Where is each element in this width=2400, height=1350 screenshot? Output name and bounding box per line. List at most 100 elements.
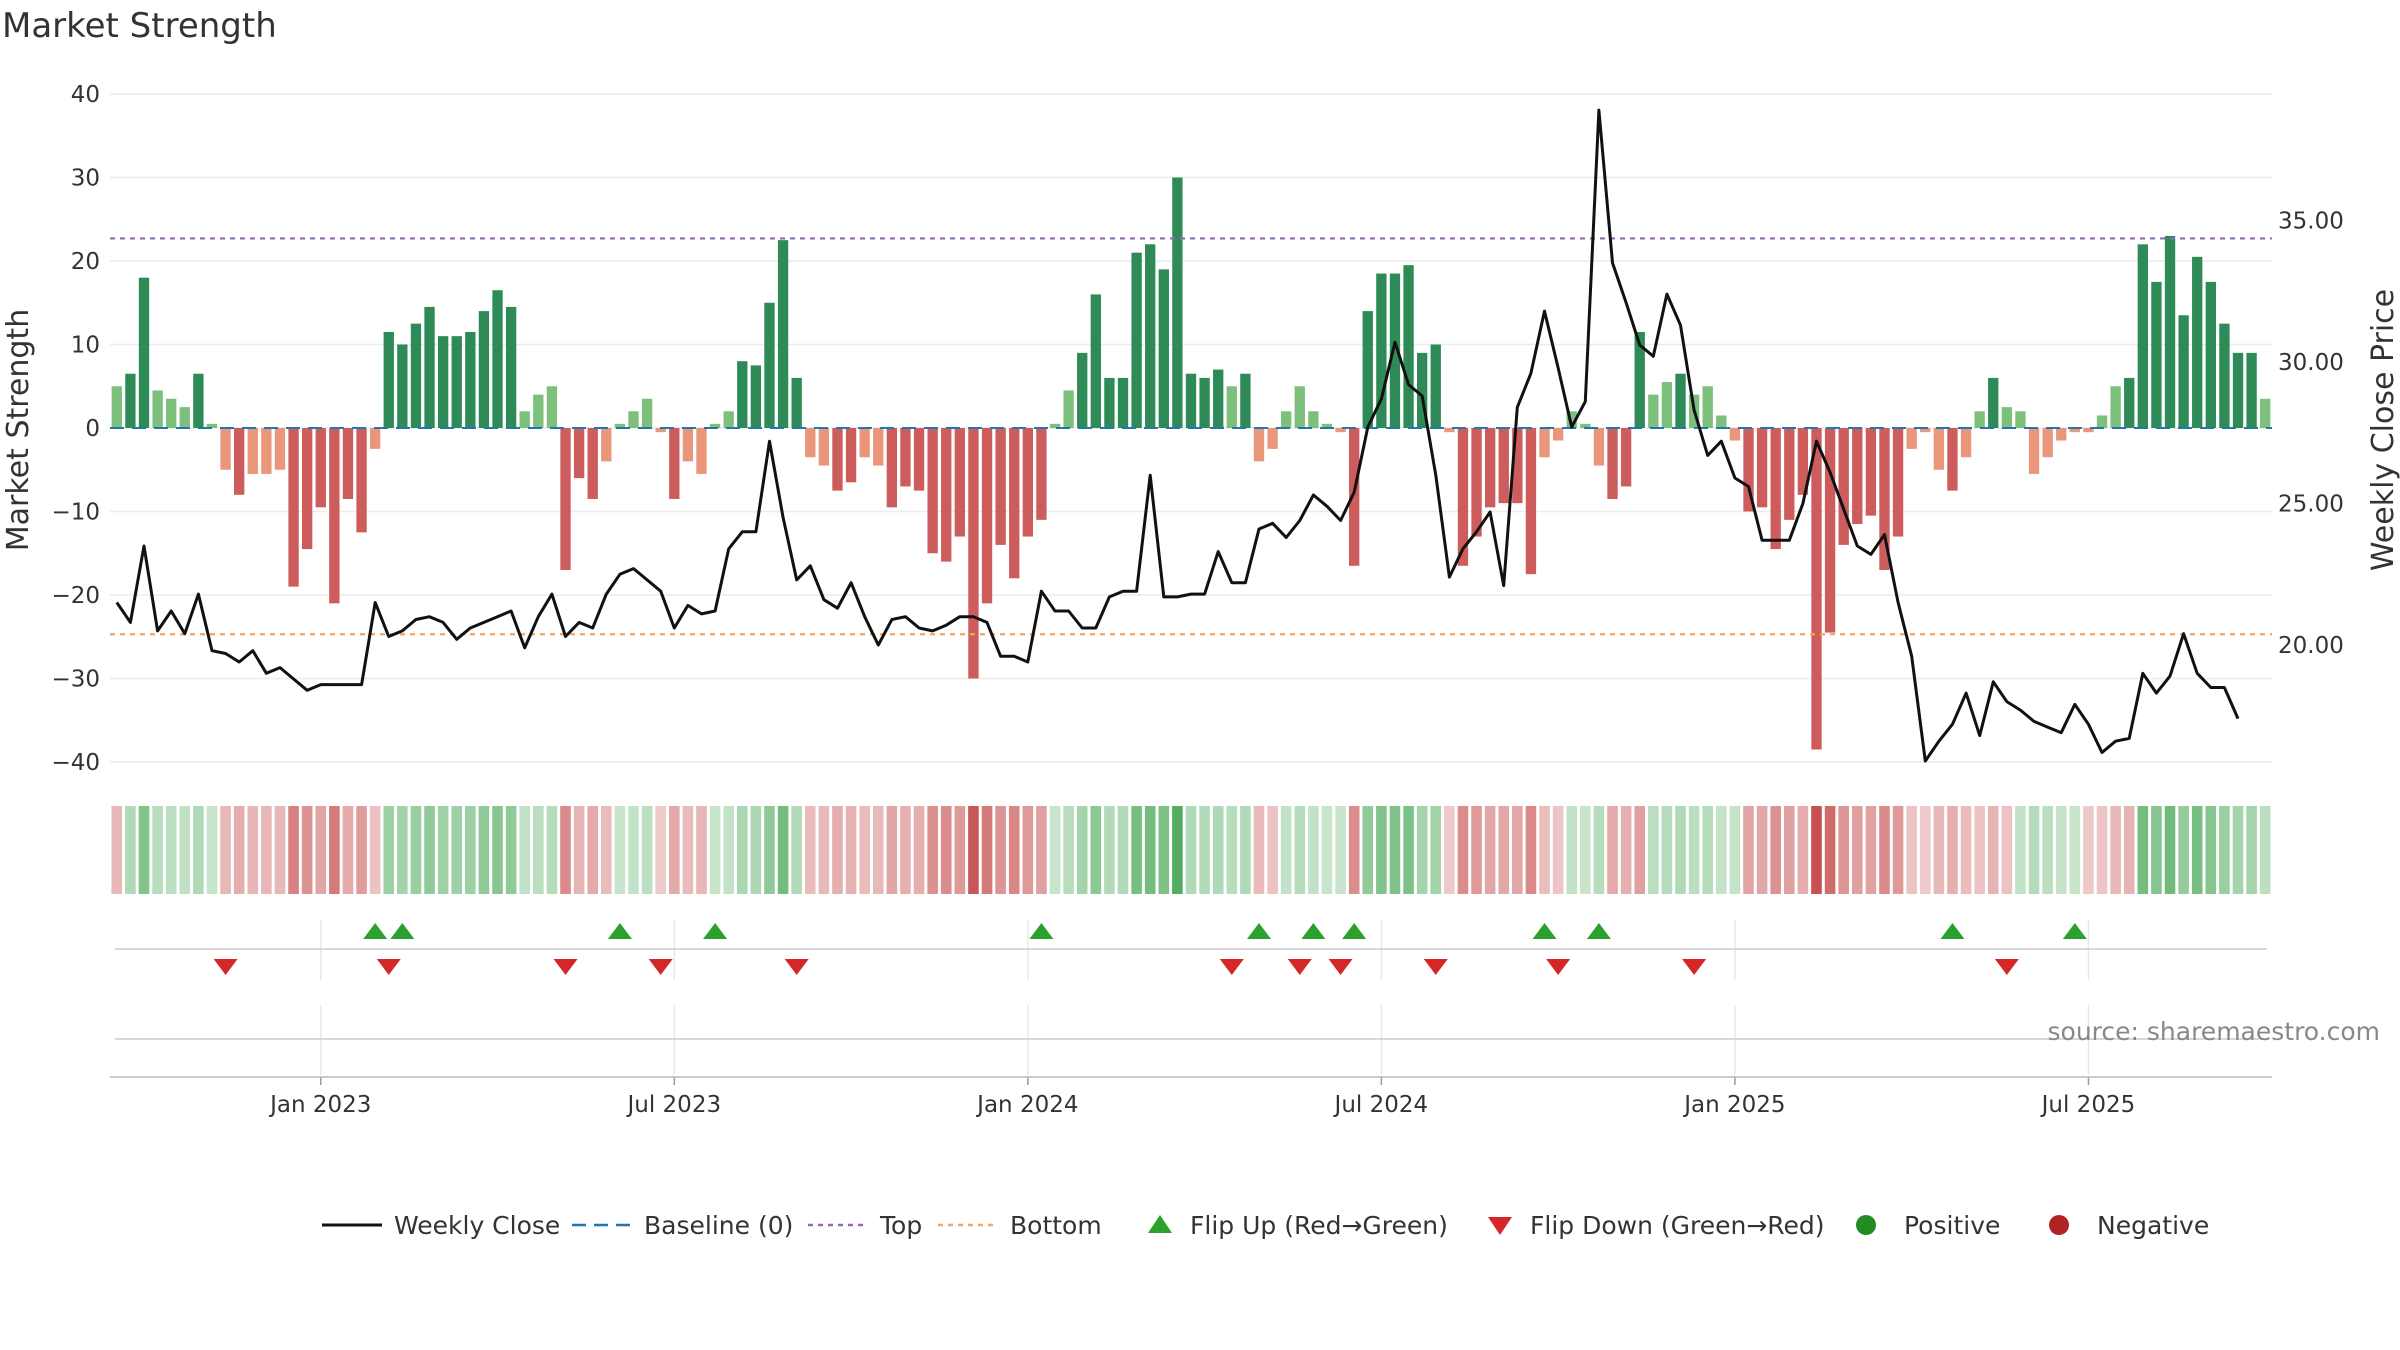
regime-cell <box>1185 806 1197 894</box>
strength-bar <box>2164 235 2176 428</box>
strength-bar <box>342 428 354 499</box>
strength-bar <box>2001 407 2013 428</box>
strength-bar <box>1729 428 1741 441</box>
x-tick-label: Jan 2023 <box>268 1092 371 1118</box>
regime-cell <box>356 806 367 894</box>
strength-bar <box>886 428 898 508</box>
strength-bar <box>2232 352 2244 428</box>
y2-axis-title: Weekly Close Price <box>2366 289 2400 571</box>
y-tick-label: 40 <box>71 82 100 108</box>
strength-bar <box>2137 244 2148 428</box>
regime-cell <box>247 806 259 894</box>
flip-up-marker <box>703 923 728 939</box>
strength-bar <box>2246 352 2257 428</box>
strength-bar <box>1552 428 1564 441</box>
regime-cell <box>505 806 517 894</box>
regime-cell <box>2137 806 2149 894</box>
axes: 40 30 20 10 0 −10 −20 −30 −40 35.00 30.00 25.00 20.0… <box>51 82 2343 1118</box>
regime-cell <box>995 806 1006 894</box>
y-tick-label: 0 <box>85 416 100 442</box>
regime-cell <box>981 806 993 894</box>
regime-cell <box>383 806 395 894</box>
y-tick-label: −30 <box>51 667 100 693</box>
strength-bar <box>1906 428 1917 449</box>
regime-cell <box>1716 806 1727 894</box>
regime-cell <box>2164 806 2176 894</box>
y-tick-label: −20 <box>51 583 100 609</box>
regime-cell <box>736 806 748 894</box>
strength-bar <box>1185 373 1197 428</box>
regime-cell <box>519 806 531 894</box>
regime-cell <box>288 806 299 894</box>
strength-bar <box>1430 344 1441 428</box>
y-tick-label: −10 <box>51 500 100 526</box>
regime-cell <box>2069 806 2081 894</box>
regime-cell <box>1865 806 1877 894</box>
strength-bar <box>1321 423 1333 428</box>
strength-bar <box>2015 411 2026 428</box>
strength-bar <box>1471 428 1482 537</box>
strength-bar <box>1852 428 1863 525</box>
regime-cell <box>614 806 626 894</box>
regime-cell <box>1525 806 1537 894</box>
y2-tick-label: 25.00 <box>2278 492 2344 518</box>
strength-bar <box>2042 428 2053 458</box>
strength-bar <box>2124 377 2135 428</box>
strength-bar <box>981 428 993 604</box>
strength-bar <box>2260 398 2271 428</box>
regime-cell <box>1212 806 1224 894</box>
flip-up-marker <box>607 923 632 939</box>
strength-bar <box>1879 428 1890 570</box>
strength-bar <box>2178 315 2189 428</box>
strength-bar <box>369 428 381 449</box>
strength-bar <box>1376 273 1387 428</box>
strength-bar <box>247 428 258 474</box>
regime-cell <box>2123 806 2135 894</box>
regime-cell <box>1158 806 1170 894</box>
regime-cell <box>900 806 911 894</box>
regime-cell <box>274 806 286 894</box>
strength-bar <box>533 394 544 428</box>
strength-bar <box>329 428 340 604</box>
strength-bar <box>832 428 843 491</box>
regime-cell <box>329 806 340 894</box>
regime-cell <box>628 806 639 894</box>
strength-bar <box>1022 428 1033 537</box>
regime-cell <box>193 806 204 894</box>
strength-bar <box>1090 294 1101 428</box>
strength-bar <box>125 373 136 428</box>
strength-bar <box>2192 256 2203 428</box>
strength-bar <box>1865 428 1877 516</box>
strength-bar <box>1539 428 1550 458</box>
strength-bar <box>2028 428 2040 474</box>
strength-bar <box>791 377 802 428</box>
flip-up-marker <box>1301 923 1326 939</box>
regime-cell <box>1675 806 1686 894</box>
strength-bar <box>1416 352 1428 428</box>
regime-cell <box>1512 806 1523 894</box>
strength-bar <box>1947 428 1958 491</box>
regime-cell <box>682 806 694 894</box>
legend: Weekly Close Baseline (0) Top Bottom Flip Up… <box>322 1211 2209 1240</box>
regime-cell <box>750 806 762 894</box>
regime-cell <box>1199 806 1210 894</box>
strength-bar <box>2110 386 2121 428</box>
strength-bar <box>1362 311 1373 428</box>
regime-cell <box>587 806 599 894</box>
strength-bar <box>709 423 721 428</box>
regime-cell <box>1172 806 1183 894</box>
strength-bar <box>111 386 122 428</box>
regime-cell <box>424 806 435 894</box>
regime-cell <box>1892 806 1904 894</box>
strength-bar <box>437 336 449 428</box>
strength-bar <box>913 428 925 491</box>
regime-cell <box>152 806 163 894</box>
regime-cell <box>560 806 571 894</box>
regime-cell <box>1552 806 1564 894</box>
regime-cell <box>1851 806 1863 894</box>
strength-bar <box>723 411 734 428</box>
legend-swatch-negative <box>2049 1215 2069 1235</box>
strength-bar <box>750 365 762 428</box>
legend-label-baseline: Baseline (0) <box>644 1211 793 1240</box>
